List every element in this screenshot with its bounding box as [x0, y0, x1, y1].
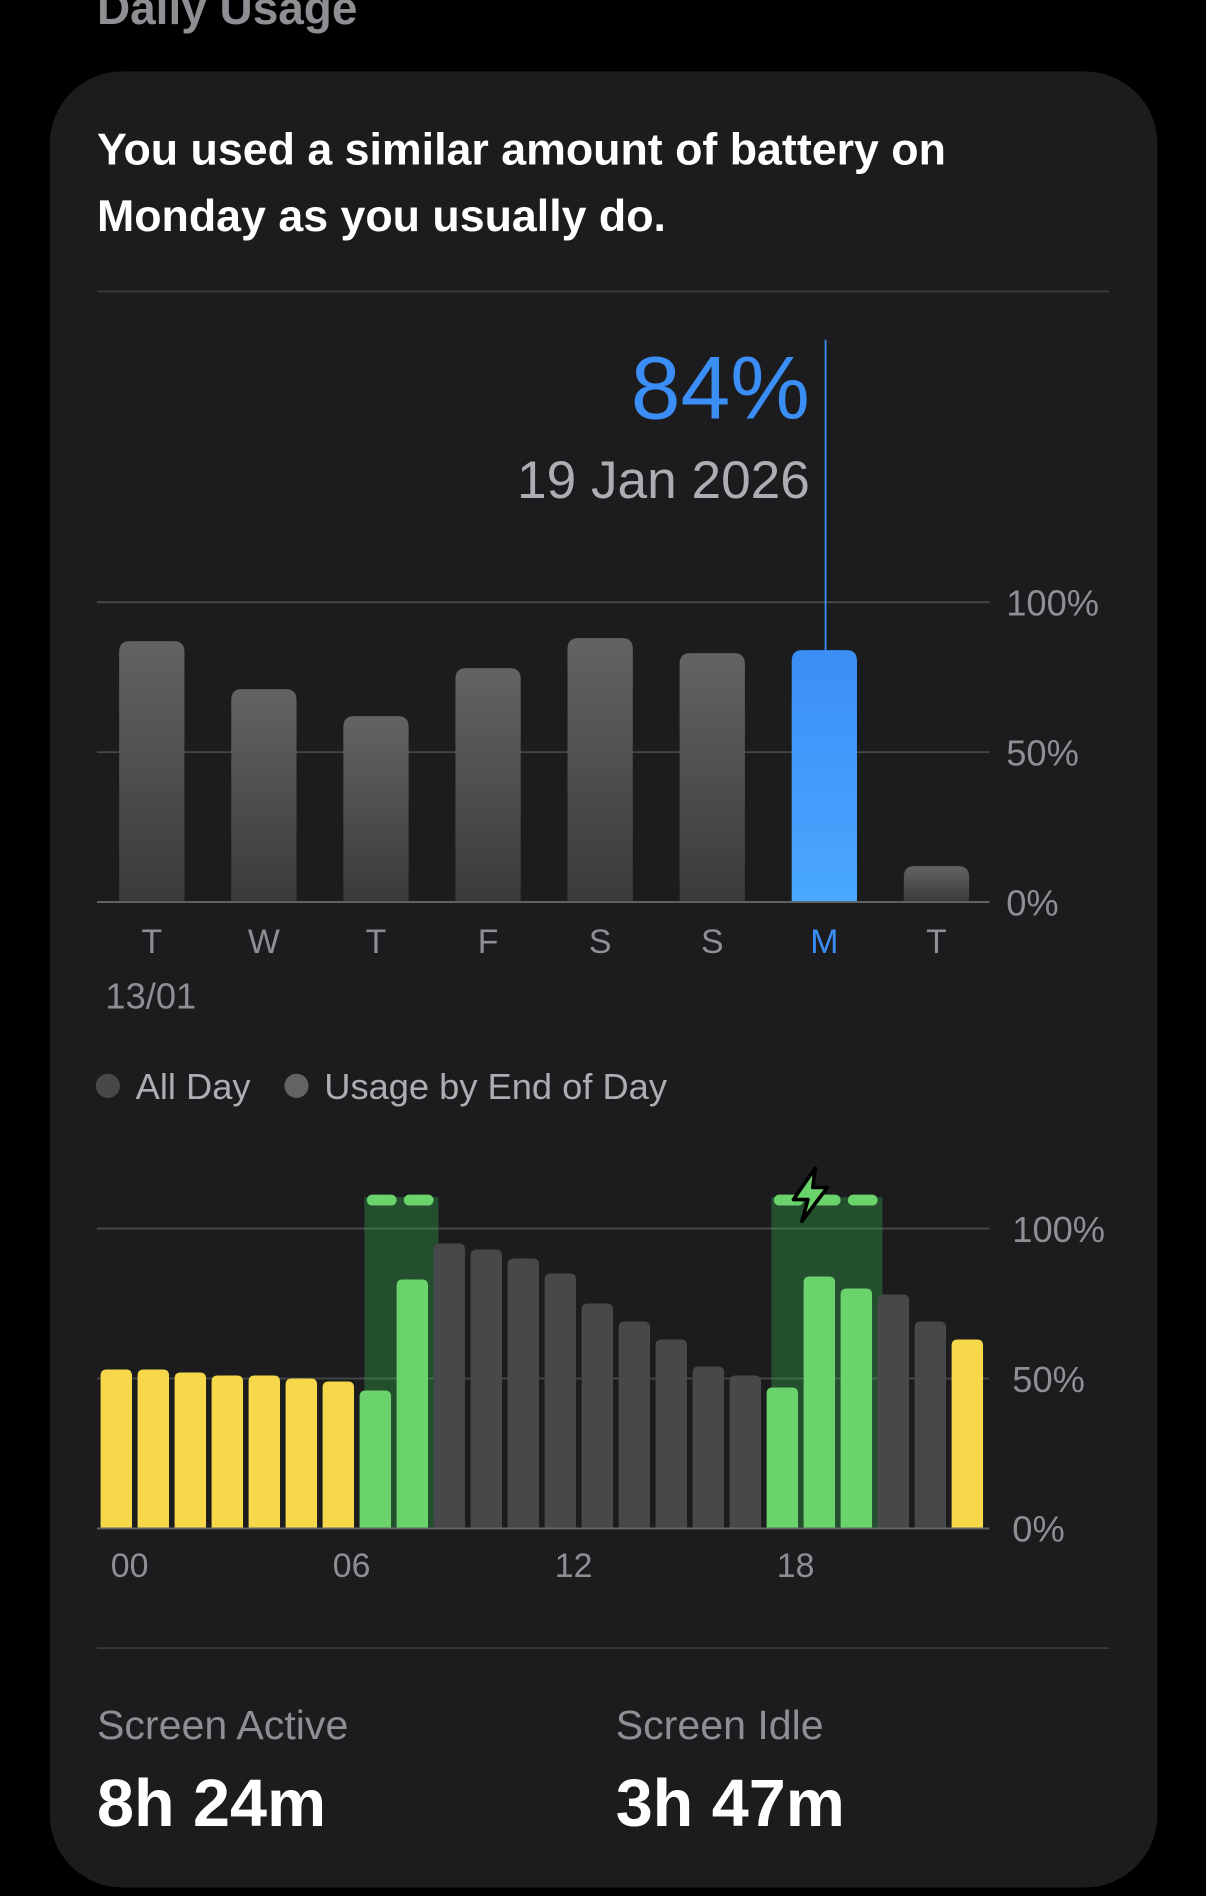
legend-label: All Day — [136, 1066, 252, 1107]
selected-value: 84% — [631, 337, 810, 437]
stat-value: 3h 47m — [616, 1767, 845, 1841]
bar — [655, 1339, 688, 1529]
charging-cap — [403, 1194, 434, 1206]
daily-chart: 0% 50% 100% T W T F S S M 84% 19 Jan 2026 T 13/01 All … — [95, 337, 1099, 1107]
bar — [766, 1387, 799, 1529]
legend-label: Usage by End of Day — [324, 1066, 668, 1107]
charging-cap — [366, 1194, 397, 1206]
x-tick-label: T — [926, 923, 947, 961]
selected-date: 19 Jan 2026 — [517, 451, 810, 510]
y-tick-label: 50% — [1006, 732, 1079, 773]
bar — [359, 1390, 392, 1529]
bar — [100, 1369, 133, 1529]
start-date: 13/01 — [105, 975, 196, 1016]
bar — [455, 668, 521, 903]
hourly-chart: 0% 50% 100% 00 06 12 18 — [96, 1194, 1105, 1585]
bar — [877, 1294, 910, 1529]
y-tick-label: 100% — [1006, 582, 1099, 623]
y-tick-label: 0% — [1012, 1509, 1064, 1550]
x-tick-label: 12 — [555, 1547, 593, 1585]
bar — [791, 650, 857, 903]
bar — [840, 1288, 873, 1529]
bar — [507, 1258, 540, 1529]
bar — [618, 1321, 651, 1529]
bar — [433, 1243, 466, 1529]
stat-value: 8h 24m — [97, 1767, 326, 1841]
legend-dot — [95, 1073, 120, 1098]
bar — [174, 1372, 207, 1529]
summary-line: You used a similar amount of battery on — [97, 125, 946, 174]
bar — [903, 866, 970, 903]
charging-cap — [847, 1194, 878, 1206]
bar — [581, 1303, 614, 1529]
legend-dot — [284, 1073, 309, 1098]
y-tick-label: 0% — [1006, 882, 1058, 923]
x-tick-label: S — [589, 923, 612, 961]
bar — [119, 641, 185, 903]
bar — [679, 653, 745, 903]
stat-label: Screen Active — [97, 1702, 348, 1748]
x-tick-label: 06 — [333, 1547, 371, 1585]
x-tick-label: T — [141, 923, 162, 961]
y-tick-label: 100% — [1012, 1209, 1105, 1250]
bar — [343, 716, 409, 903]
x-tick-label: S — [701, 923, 724, 961]
bar — [322, 1381, 355, 1529]
y-tick-label: 50% — [1012, 1359, 1085, 1400]
bar — [211, 1375, 244, 1529]
bar — [914, 1321, 947, 1529]
x-tick-label: M — [810, 923, 838, 961]
x-tick-label: F — [478, 923, 499, 961]
bar — [137, 1369, 170, 1529]
bar — [231, 689, 297, 903]
summary-line: Monday as you usually do. — [97, 192, 666, 241]
bar — [803, 1276, 836, 1529]
x-tick-label: T — [366, 923, 387, 961]
bar — [248, 1375, 281, 1529]
charging-icon — [791, 1166, 830, 1224]
card — [49, 71, 1158, 1888]
x-tick-label: 00 — [111, 1547, 149, 1585]
x-tick-label: W — [248, 923, 280, 961]
bar — [951, 1339, 984, 1529]
bar — [396, 1279, 429, 1529]
bar — [470, 1249, 503, 1529]
bar — [692, 1366, 725, 1529]
bar — [544, 1273, 577, 1529]
bar — [729, 1375, 762, 1529]
section-title: Daily Usage — [97, 0, 357, 34]
bar — [567, 638, 633, 903]
stat-label: Screen Idle — [616, 1702, 824, 1748]
bar — [285, 1378, 318, 1529]
x-tick-label: 18 — [777, 1547, 815, 1585]
